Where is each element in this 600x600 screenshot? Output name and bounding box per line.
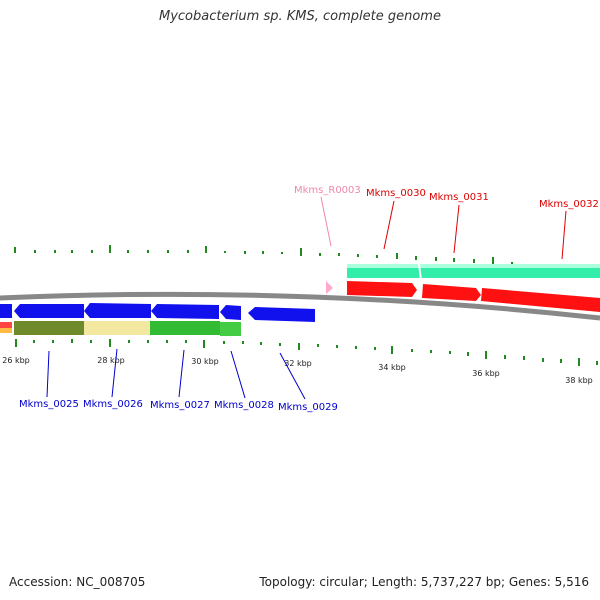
- forward-track-highlight: [347, 264, 600, 268]
- gene-label-0026[interactable]: Mkms_0026: [83, 399, 143, 410]
- cds-arrow-0027[interactable]: [151, 304, 219, 319]
- cds-arrow-0025[interactable]: [14, 304, 84, 318]
- track-segment-0026: [84, 321, 150, 335]
- reverse-gene-labels: Mkms_0025 Mkms_0026 Mkms_0027 Mkms_0028 …: [19, 348, 338, 413]
- forward-strand-features: [326, 263, 600, 312]
- scale-label: 26 kbp: [2, 356, 30, 365]
- forward-track-gap: [418, 263, 422, 281]
- reverse-partial-left: [0, 304, 12, 318]
- scale-labels: 26 kbp 28 kbp 30 kbp 32 kbp 34 kbp 36 kb…: [2, 356, 593, 385]
- lower-tick-row: [15, 339, 598, 366]
- scale-label: 28 kbp: [97, 356, 125, 365]
- track-segment-0027: [150, 321, 220, 335]
- cds-arrow-0030[interactable]: [347, 281, 417, 297]
- gene-label-0030[interactable]: Mkms_0030: [366, 188, 426, 199]
- scale-label: 38 kbp: [565, 376, 593, 385]
- gene-label-0032[interactable]: Mkms_0032: [539, 199, 599, 210]
- reverse-strand-features: [0, 303, 315, 322]
- scale-label: 34 kbp: [378, 363, 406, 372]
- gene-label-0028[interactable]: Mkms_0028: [214, 400, 274, 411]
- forward-gene-labels: Mkms_R0003 Mkms_0030 Mkms_0031 Mkms_0032: [294, 185, 599, 260]
- cds-arrow-0029[interactable]: [248, 307, 315, 322]
- map-title: Mycobacterium sp. KMS, complete genome: [159, 9, 441, 24]
- cds-arrow-0031[interactable]: [422, 284, 481, 301]
- gene-label-0029[interactable]: Mkms_0029: [278, 402, 338, 413]
- cds-arrow-0026[interactable]: [84, 303, 151, 318]
- partial-red-segment: [0, 322, 12, 328]
- partial-orange-segment: [0, 328, 12, 333]
- cds-arrow-0032[interactable]: [481, 288, 600, 312]
- lower-colored-track: [0, 321, 241, 336]
- scale-label: 36 kbp: [472, 369, 500, 378]
- track-segment-0025: [14, 321, 84, 335]
- gene-label-0025[interactable]: Mkms_0025: [19, 399, 79, 410]
- genome-summary-text: Topology: circular; Length: 5,737,227 bp…: [259, 575, 589, 589]
- scale-label: 30 kbp: [191, 357, 219, 366]
- gene-label-r0003[interactable]: Mkms_R0003: [294, 185, 361, 196]
- gene-label-0027[interactable]: Mkms_0027: [150, 400, 210, 411]
- rrna-feature-r0003[interactable]: [326, 281, 333, 294]
- gene-label-0031[interactable]: Mkms_0031: [429, 192, 489, 203]
- accession-text: Accession: NC_008705: [9, 575, 146, 589]
- genome-backbone: [0, 291, 600, 321]
- scale-label: 32 kbp: [284, 359, 312, 368]
- track-segment-0028: [220, 322, 241, 336]
- cds-arrow-0028[interactable]: [220, 305, 241, 320]
- upper-tick-row: [14, 245, 589, 272]
